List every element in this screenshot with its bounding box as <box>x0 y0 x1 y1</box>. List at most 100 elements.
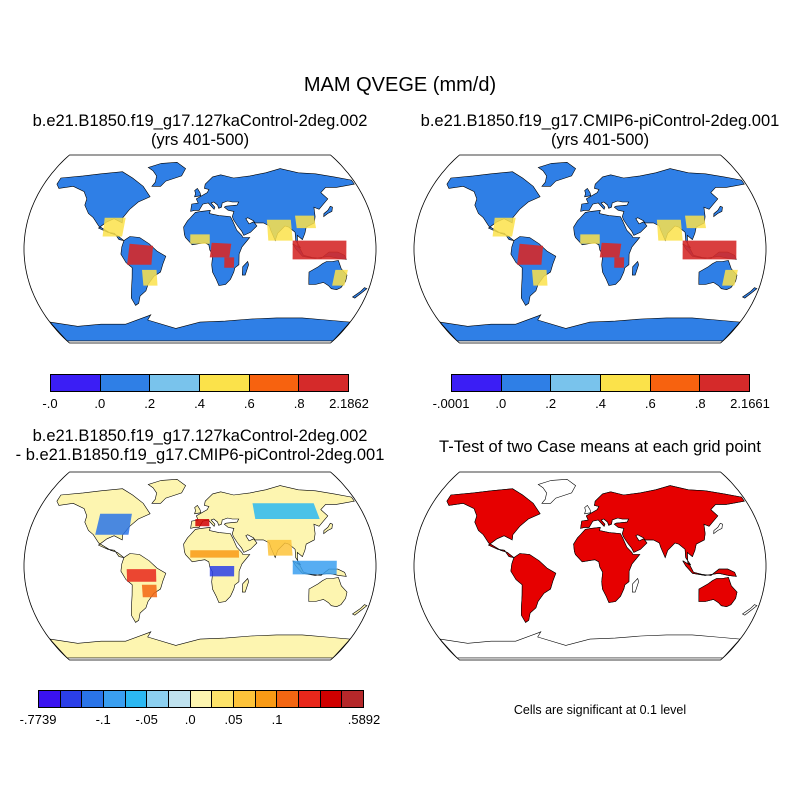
anomaly-zone <box>190 550 239 558</box>
panel-title-line2: (yrs 401-500) <box>150 131 250 149</box>
anomaly-zone <box>267 539 293 556</box>
land-japan <box>713 205 723 218</box>
warm-zone <box>580 234 600 244</box>
colorbar-top-left <box>50 374 349 392</box>
colorbar-tick-label: .1 <box>271 712 283 727</box>
warm-zone <box>685 215 706 229</box>
warm-zone <box>142 269 158 286</box>
warm-zone <box>532 269 548 286</box>
colorbar-swatch <box>150 375 201 391</box>
colorbar-swatch <box>452 375 502 391</box>
warm-zone <box>656 219 683 241</box>
panel-title-line1: T-Test of two Case means at each grid po… <box>439 438 761 456</box>
hot-zone <box>209 242 232 258</box>
colorbar-swatch <box>125 691 148 707</box>
hot-zone <box>614 257 625 268</box>
land-layer <box>49 161 368 342</box>
map-pi-control <box>413 154 767 344</box>
map-127ka-control <box>23 154 377 344</box>
colorbar-tick-label: .4 <box>595 396 606 411</box>
land-greenland <box>537 161 576 187</box>
significant-cells <box>580 485 745 566</box>
panel-title-line1: b.e21.B1850.f19_g17.CMIP6-piControl-2deg… <box>420 112 780 130</box>
colorbar-swatch <box>39 691 61 707</box>
anomaly-zone <box>209 566 235 577</box>
significant-cells <box>682 560 737 577</box>
colorbar-swatch <box>60 691 83 707</box>
map-difference <box>23 471 377 661</box>
colorbar-swatch <box>299 375 349 391</box>
land-uk <box>584 187 592 198</box>
anomaly-zone <box>126 569 157 582</box>
land-uk <box>194 504 202 515</box>
warm-zone <box>722 269 738 286</box>
colorbar-tick-label: .8 <box>293 396 305 411</box>
map-border <box>413 471 767 661</box>
colorbar-tick-label: .05 <box>224 712 243 727</box>
warm-zone <box>332 269 348 286</box>
land-japan <box>713 522 723 535</box>
colorbar-swatch <box>82 691 105 707</box>
land-japan <box>323 522 333 535</box>
colorbar-swatch <box>551 375 602 391</box>
hot-zone <box>292 240 347 260</box>
colorbar-swatch <box>277 691 300 707</box>
land-newzealand <box>741 604 758 616</box>
colorbar-tick-label: .0 <box>495 396 507 411</box>
significant-cells <box>446 488 541 558</box>
significant-cells <box>698 577 738 608</box>
map-ttest-significance <box>413 471 767 661</box>
land-layer <box>439 161 758 342</box>
hot-zone <box>517 243 544 265</box>
colorbar-swatch <box>169 691 191 707</box>
anomaly-zone <box>141 584 158 598</box>
colorbar-tick-label: 2.1661 <box>730 396 770 411</box>
map-border <box>23 154 377 344</box>
warm-zone <box>190 234 210 244</box>
map-border <box>23 471 377 661</box>
colorbar-swatch <box>650 375 701 391</box>
panel-title-line1: b.e21.B1850.f19_g17.127kaControl-2deg.00… <box>32 427 368 445</box>
land-africa <box>183 527 251 603</box>
land-madagascar <box>241 260 249 276</box>
land-japan <box>323 205 333 218</box>
land-uk <box>584 504 592 515</box>
panel-title-line2: (yrs 401-500) <box>550 131 650 149</box>
land-madagascar <box>241 577 249 593</box>
colorbar-tick-label: .8 <box>694 396 706 411</box>
colorbar-tick-label: .4 <box>194 396 205 411</box>
colorbar-swatch <box>342 691 364 707</box>
anomaly-zone <box>95 513 132 535</box>
colorbar-tick-label: -.1 <box>95 712 111 727</box>
colorbar-swatch <box>255 691 278 707</box>
colorbar-swatch <box>700 375 750 391</box>
land-australia <box>308 577 348 608</box>
colorbar-swatch <box>234 691 256 707</box>
significance-note: Cells are significant at 0.1 level <box>513 703 687 717</box>
panel-title-line2: - b.e21.B1850.f19_g17.CMIP6-piControl-2d… <box>15 446 385 464</box>
colorbar-tick-label: .2 <box>545 396 557 411</box>
anomaly-zone <box>195 519 210 527</box>
land-uk <box>194 187 202 198</box>
colorbar-swatch <box>190 691 213 707</box>
warm-zone <box>295 215 316 229</box>
anomaly-zone <box>252 503 320 519</box>
colorbar-swatch <box>299 691 321 707</box>
colorbar-swatch <box>501 375 552 391</box>
land-greenland <box>147 478 186 504</box>
colorbar-swatch <box>104 691 126 707</box>
hot-zone <box>682 240 737 260</box>
significant-cells <box>573 527 641 603</box>
colorbar-tick-label: -.0001 <box>432 396 470 411</box>
colorbar-swatch <box>51 375 101 391</box>
panel-title-top-right: b.e21.B1850.f19_g17.CMIP6-piControl-2deg… <box>400 112 800 150</box>
hot-zone <box>224 257 235 268</box>
colorbar-tick-label: .6 <box>644 396 656 411</box>
land-layer <box>49 478 368 659</box>
colorbar-swatch <box>147 691 170 707</box>
land-madagascar <box>631 260 639 276</box>
colorbar-tick-label: 2.1862 <box>329 396 369 411</box>
colorbar-tick-label: -.05 <box>135 712 158 727</box>
land-greenland <box>147 161 186 187</box>
land-newzealand <box>351 287 368 299</box>
